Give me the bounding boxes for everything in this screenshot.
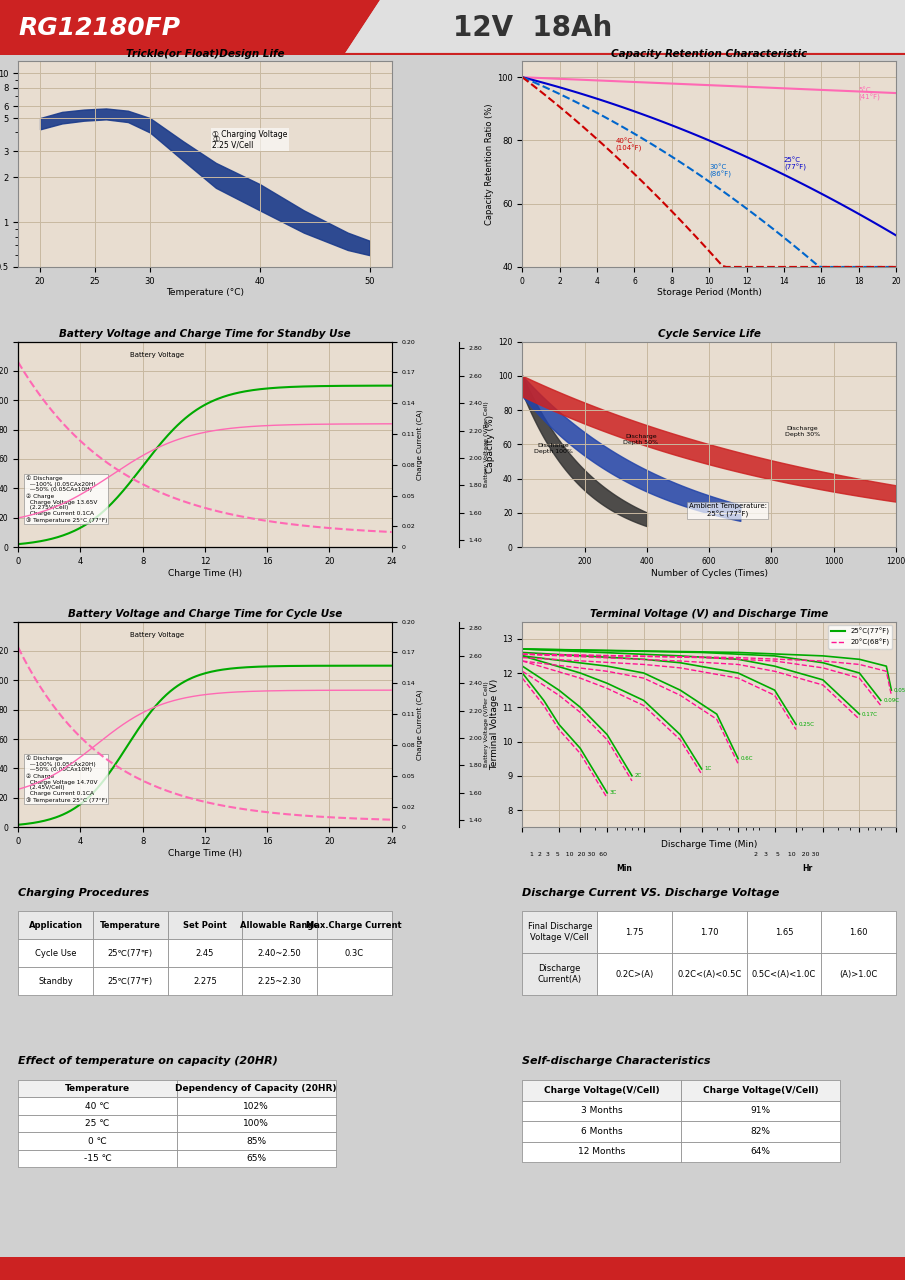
Y-axis label: Battery Voltage (V/Per Cell): Battery Voltage (V/Per Cell) xyxy=(484,681,489,767)
Legend: 25°C(77°F), 20°C(68°F): 25°C(77°F), 20°C(68°F) xyxy=(828,625,892,649)
Text: Discharge
Depth 50%: Discharge Depth 50% xyxy=(624,434,658,445)
Title: Terminal Voltage (V) and Discharge Time: Terminal Voltage (V) and Discharge Time xyxy=(590,609,828,620)
Text: 0.25C: 0.25C xyxy=(798,722,814,727)
Text: 5°C
(41°F): 5°C (41°F) xyxy=(859,87,881,101)
Title: Capacity Retention Characteristic: Capacity Retention Characteristic xyxy=(611,49,807,59)
Text: 0.6C: 0.6C xyxy=(740,756,753,762)
X-axis label: Number of Cycles (Times): Number of Cycles (Times) xyxy=(651,568,767,577)
Text: 30°C
(86°F): 30°C (86°F) xyxy=(710,164,731,178)
Text: 40°C
(104°F): 40°C (104°F) xyxy=(615,138,643,152)
Text: 12V  18Ah: 12V 18Ah xyxy=(452,14,612,41)
Text: ① Discharge
  —100% (0.05CAx20H)
  —50% (0.05CAx10H)
② Charge
  Charge Voltage 1: ① Discharge —100% (0.05CAx20H) —50% (0.0… xyxy=(25,755,107,803)
Text: 2C: 2C xyxy=(634,773,642,778)
Text: 0.09C: 0.09C xyxy=(883,698,900,703)
Text: Min: Min xyxy=(615,864,632,873)
Text: ① Discharge
  —100% (0.05CAx20H)
  —50% (0.05CAx10H)
② Charge
  Charge Voltage 1: ① Discharge —100% (0.05CAx20H) —50% (0.0… xyxy=(25,475,107,522)
Text: RG12180FP: RG12180FP xyxy=(18,15,180,40)
Text: Effect of temperature on capacity (20HR): Effect of temperature on capacity (20HR) xyxy=(18,1056,278,1066)
Text: Self-discharge Characteristics: Self-discharge Characteristics xyxy=(522,1056,711,1066)
X-axis label: Temperature (°C): Temperature (°C) xyxy=(166,288,243,297)
Text: Hr: Hr xyxy=(803,864,813,873)
Text: 2   3    5    10   20 30: 2 3 5 10 20 30 xyxy=(754,851,819,856)
Y-axis label: Capacity Retention Ratio (%): Capacity Retention Ratio (%) xyxy=(485,104,494,225)
X-axis label: Discharge Time (Min): Discharge Time (Min) xyxy=(661,840,757,849)
X-axis label: Storage Period (Month): Storage Period (Month) xyxy=(657,288,762,297)
Y-axis label: Battery Voltage (V/Per Cell): Battery Voltage (V/Per Cell) xyxy=(484,402,489,488)
Title: Trickle(or Float)Design Life: Trickle(or Float)Design Life xyxy=(126,49,284,59)
Text: Battery Voltage: Battery Voltage xyxy=(130,352,185,358)
Text: Charging Procedures: Charging Procedures xyxy=(18,888,149,899)
Y-axis label: Charge Current (CA): Charge Current (CA) xyxy=(416,689,423,760)
Text: 1  2  3   5   10  20 30  60: 1 2 3 5 10 20 30 60 xyxy=(529,851,607,856)
Title: Battery Voltage and Charge Time for Standby Use: Battery Voltage and Charge Time for Stan… xyxy=(59,329,351,339)
Text: ①: ① xyxy=(213,134,220,145)
Polygon shape xyxy=(344,0,905,55)
Text: Ambient Temperature:
25°C (77°F): Ambient Temperature: 25°C (77°F) xyxy=(689,503,767,517)
Text: Battery Voltage: Battery Voltage xyxy=(130,632,185,637)
Text: 0.17C: 0.17C xyxy=(862,712,878,717)
Y-axis label: Capacity (%): Capacity (%) xyxy=(486,415,495,474)
Title: Battery Voltage and Charge Time for Cycle Use: Battery Voltage and Charge Time for Cycl… xyxy=(68,609,342,620)
Y-axis label: Terminal Voltage (V): Terminal Voltage (V) xyxy=(491,678,500,771)
Y-axis label: Charge Current (CA): Charge Current (CA) xyxy=(416,410,423,480)
Text: Discharge
Depth 100%: Discharge Depth 100% xyxy=(534,443,573,454)
Text: ① Charging Voltage
2.25 V/Cell: ① Charging Voltage 2.25 V/Cell xyxy=(213,129,288,150)
Text: 0.05C: 0.05C xyxy=(894,687,905,692)
Text: 1C: 1C xyxy=(704,767,711,772)
Title: Cycle Service Life: Cycle Service Life xyxy=(658,329,760,339)
Text: 25°C
(77°F): 25°C (77°F) xyxy=(784,156,805,172)
X-axis label: Charge Time (H): Charge Time (H) xyxy=(167,568,242,577)
Polygon shape xyxy=(0,0,380,55)
Text: Discharge
Depth 30%: Discharge Depth 30% xyxy=(785,426,820,436)
Text: Discharge Current VS. Discharge Voltage: Discharge Current VS. Discharge Voltage xyxy=(522,888,780,899)
Text: 3C: 3C xyxy=(610,790,617,795)
X-axis label: Charge Time (H): Charge Time (H) xyxy=(167,849,242,858)
